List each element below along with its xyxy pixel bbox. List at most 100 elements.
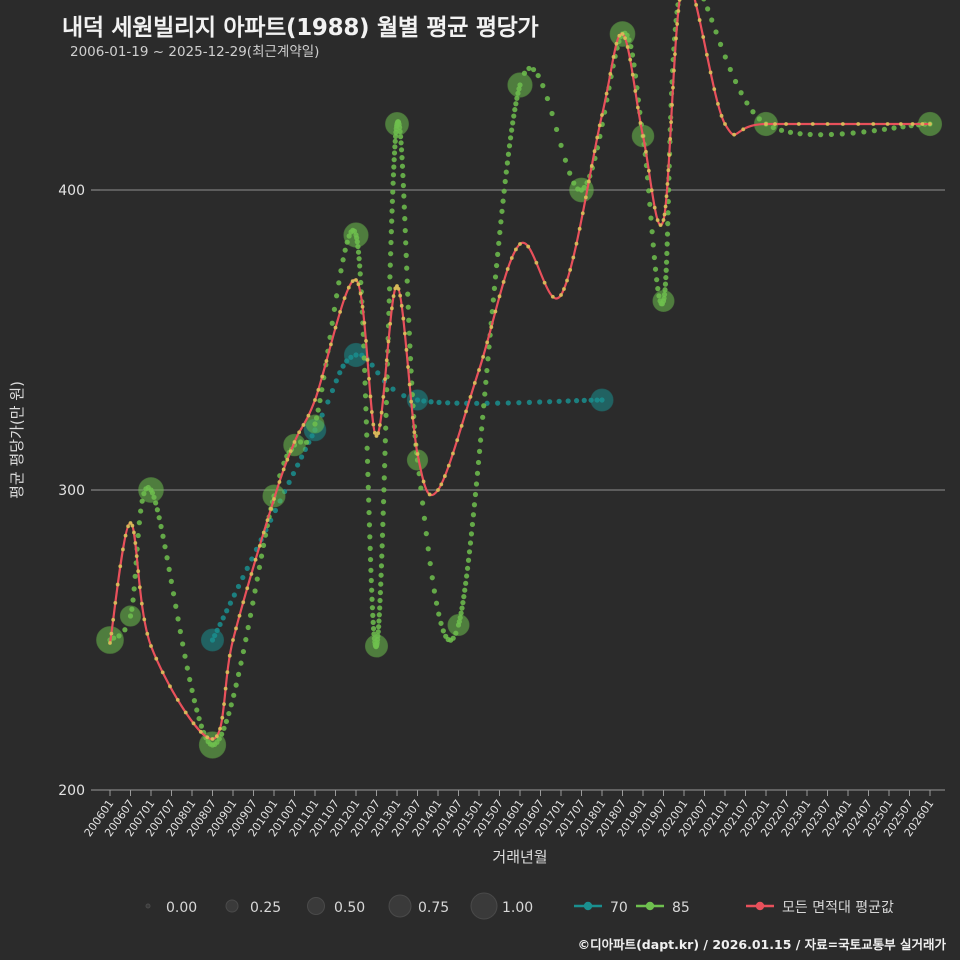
series-dot bbox=[465, 557, 472, 563]
series-dot bbox=[391, 164, 397, 170]
series-dot bbox=[381, 475, 387, 481]
series-dot bbox=[331, 306, 338, 312]
series-dot bbox=[709, 17, 715, 23]
series-dot bbox=[468, 531, 475, 537]
avg-marker bbox=[669, 120, 673, 125]
series-dot bbox=[425, 546, 431, 552]
series-dot bbox=[491, 285, 498, 291]
series-dot bbox=[367, 556, 374, 563]
series-dot bbox=[175, 616, 181, 622]
series-dot bbox=[340, 363, 346, 369]
data-bubble[interactable] bbox=[447, 613, 470, 637]
series-dot bbox=[139, 498, 145, 504]
series-dot bbox=[136, 520, 142, 526]
y-tick-label: 200 bbox=[58, 783, 85, 799]
avg-marker bbox=[796, 122, 801, 126]
series-dot bbox=[160, 533, 166, 539]
data-bubble[interactable] bbox=[119, 605, 142, 627]
series-dot bbox=[363, 419, 369, 425]
series-dot bbox=[382, 450, 388, 456]
series-dot bbox=[547, 399, 553, 405]
avg-marker bbox=[277, 480, 282, 484]
avg-marker bbox=[784, 122, 788, 126]
avg-marker bbox=[160, 670, 165, 675]
series-dot bbox=[499, 208, 505, 214]
series-dot bbox=[325, 399, 331, 405]
series-dot bbox=[369, 587, 375, 593]
avg-marker bbox=[436, 488, 440, 492]
avg-marker bbox=[371, 422, 376, 427]
series-dot bbox=[664, 231, 671, 237]
series-dot bbox=[460, 600, 466, 606]
series-dot bbox=[362, 367, 368, 373]
avg-marker bbox=[468, 394, 473, 399]
series-dot bbox=[482, 391, 488, 397]
series-dot bbox=[654, 277, 660, 283]
data-bubble[interactable] bbox=[343, 222, 369, 248]
y-axis-title: 평균 평당가(만 원) bbox=[8, 381, 26, 499]
series-dot bbox=[401, 193, 407, 199]
data-bubble[interactable] bbox=[283, 433, 306, 457]
series-dot bbox=[650, 242, 656, 248]
data-bubble[interactable] bbox=[652, 289, 675, 313]
series-dot bbox=[231, 692, 237, 698]
avg-marker bbox=[253, 557, 258, 562]
legend: 0.00 0.25 0.50 0.75 1.00 70 85 모든 면적대 평균값 bbox=[145, 892, 894, 920]
data-bubble[interactable] bbox=[198, 731, 227, 759]
series-dot bbox=[168, 578, 174, 584]
avg-marker bbox=[716, 101, 720, 106]
series-dot bbox=[530, 66, 537, 73]
data-bubble[interactable] bbox=[200, 628, 225, 652]
series-dot bbox=[418, 485, 424, 491]
avg-marker bbox=[316, 388, 321, 392]
series-dot bbox=[298, 454, 305, 460]
avg-marker bbox=[459, 424, 464, 428]
legend-series-marker bbox=[755, 901, 765, 911]
avg-marker bbox=[414, 442, 418, 447]
series-dot bbox=[648, 215, 654, 221]
series-dot bbox=[382, 463, 388, 469]
data-bubble[interactable] bbox=[590, 388, 614, 412]
avg-marker bbox=[671, 85, 675, 90]
avg-marker bbox=[338, 309, 342, 314]
series-dot bbox=[445, 400, 451, 406]
series-dot bbox=[507, 135, 514, 141]
series-dot bbox=[498, 219, 504, 225]
series-dot bbox=[122, 627, 128, 633]
data-bubble[interactable] bbox=[138, 477, 164, 503]
series-dot bbox=[458, 610, 464, 616]
series-dot bbox=[365, 471, 371, 477]
avg-marker bbox=[362, 320, 367, 325]
series-dot bbox=[180, 641, 186, 647]
series-dot bbox=[130, 597, 136, 603]
series-dot bbox=[194, 707, 200, 713]
series-dot bbox=[651, 254, 657, 261]
avg-marker bbox=[285, 457, 290, 462]
series-dot bbox=[240, 648, 247, 655]
avg-marker bbox=[407, 382, 412, 387]
data-bubble[interactable] bbox=[385, 112, 409, 136]
x-axis-title: 거래년월 bbox=[492, 848, 547, 866]
avg-marker bbox=[534, 260, 539, 265]
series-dot bbox=[376, 612, 382, 618]
avg-marker bbox=[644, 149, 648, 154]
series-dot bbox=[526, 65, 532, 72]
data-bubble[interactable] bbox=[364, 634, 389, 658]
data-bubble[interactable] bbox=[305, 414, 325, 434]
avg-marker bbox=[676, 9, 681, 13]
series-dot bbox=[327, 334, 333, 340]
legend-size-bubble bbox=[225, 899, 239, 913]
series-dot bbox=[429, 575, 435, 581]
data-bubble[interactable] bbox=[507, 72, 533, 98]
avg-marker bbox=[565, 278, 569, 283]
series-dot bbox=[338, 268, 344, 274]
avg-marker bbox=[404, 347, 409, 352]
series-dot bbox=[544, 95, 551, 102]
series-dot bbox=[272, 507, 278, 514]
avg-marker bbox=[130, 523, 135, 528]
series-dot bbox=[378, 572, 384, 578]
avg-marker bbox=[633, 89, 638, 93]
avg-marker bbox=[223, 686, 228, 691]
series-dot bbox=[459, 605, 465, 611]
series-dot bbox=[384, 387, 390, 393]
